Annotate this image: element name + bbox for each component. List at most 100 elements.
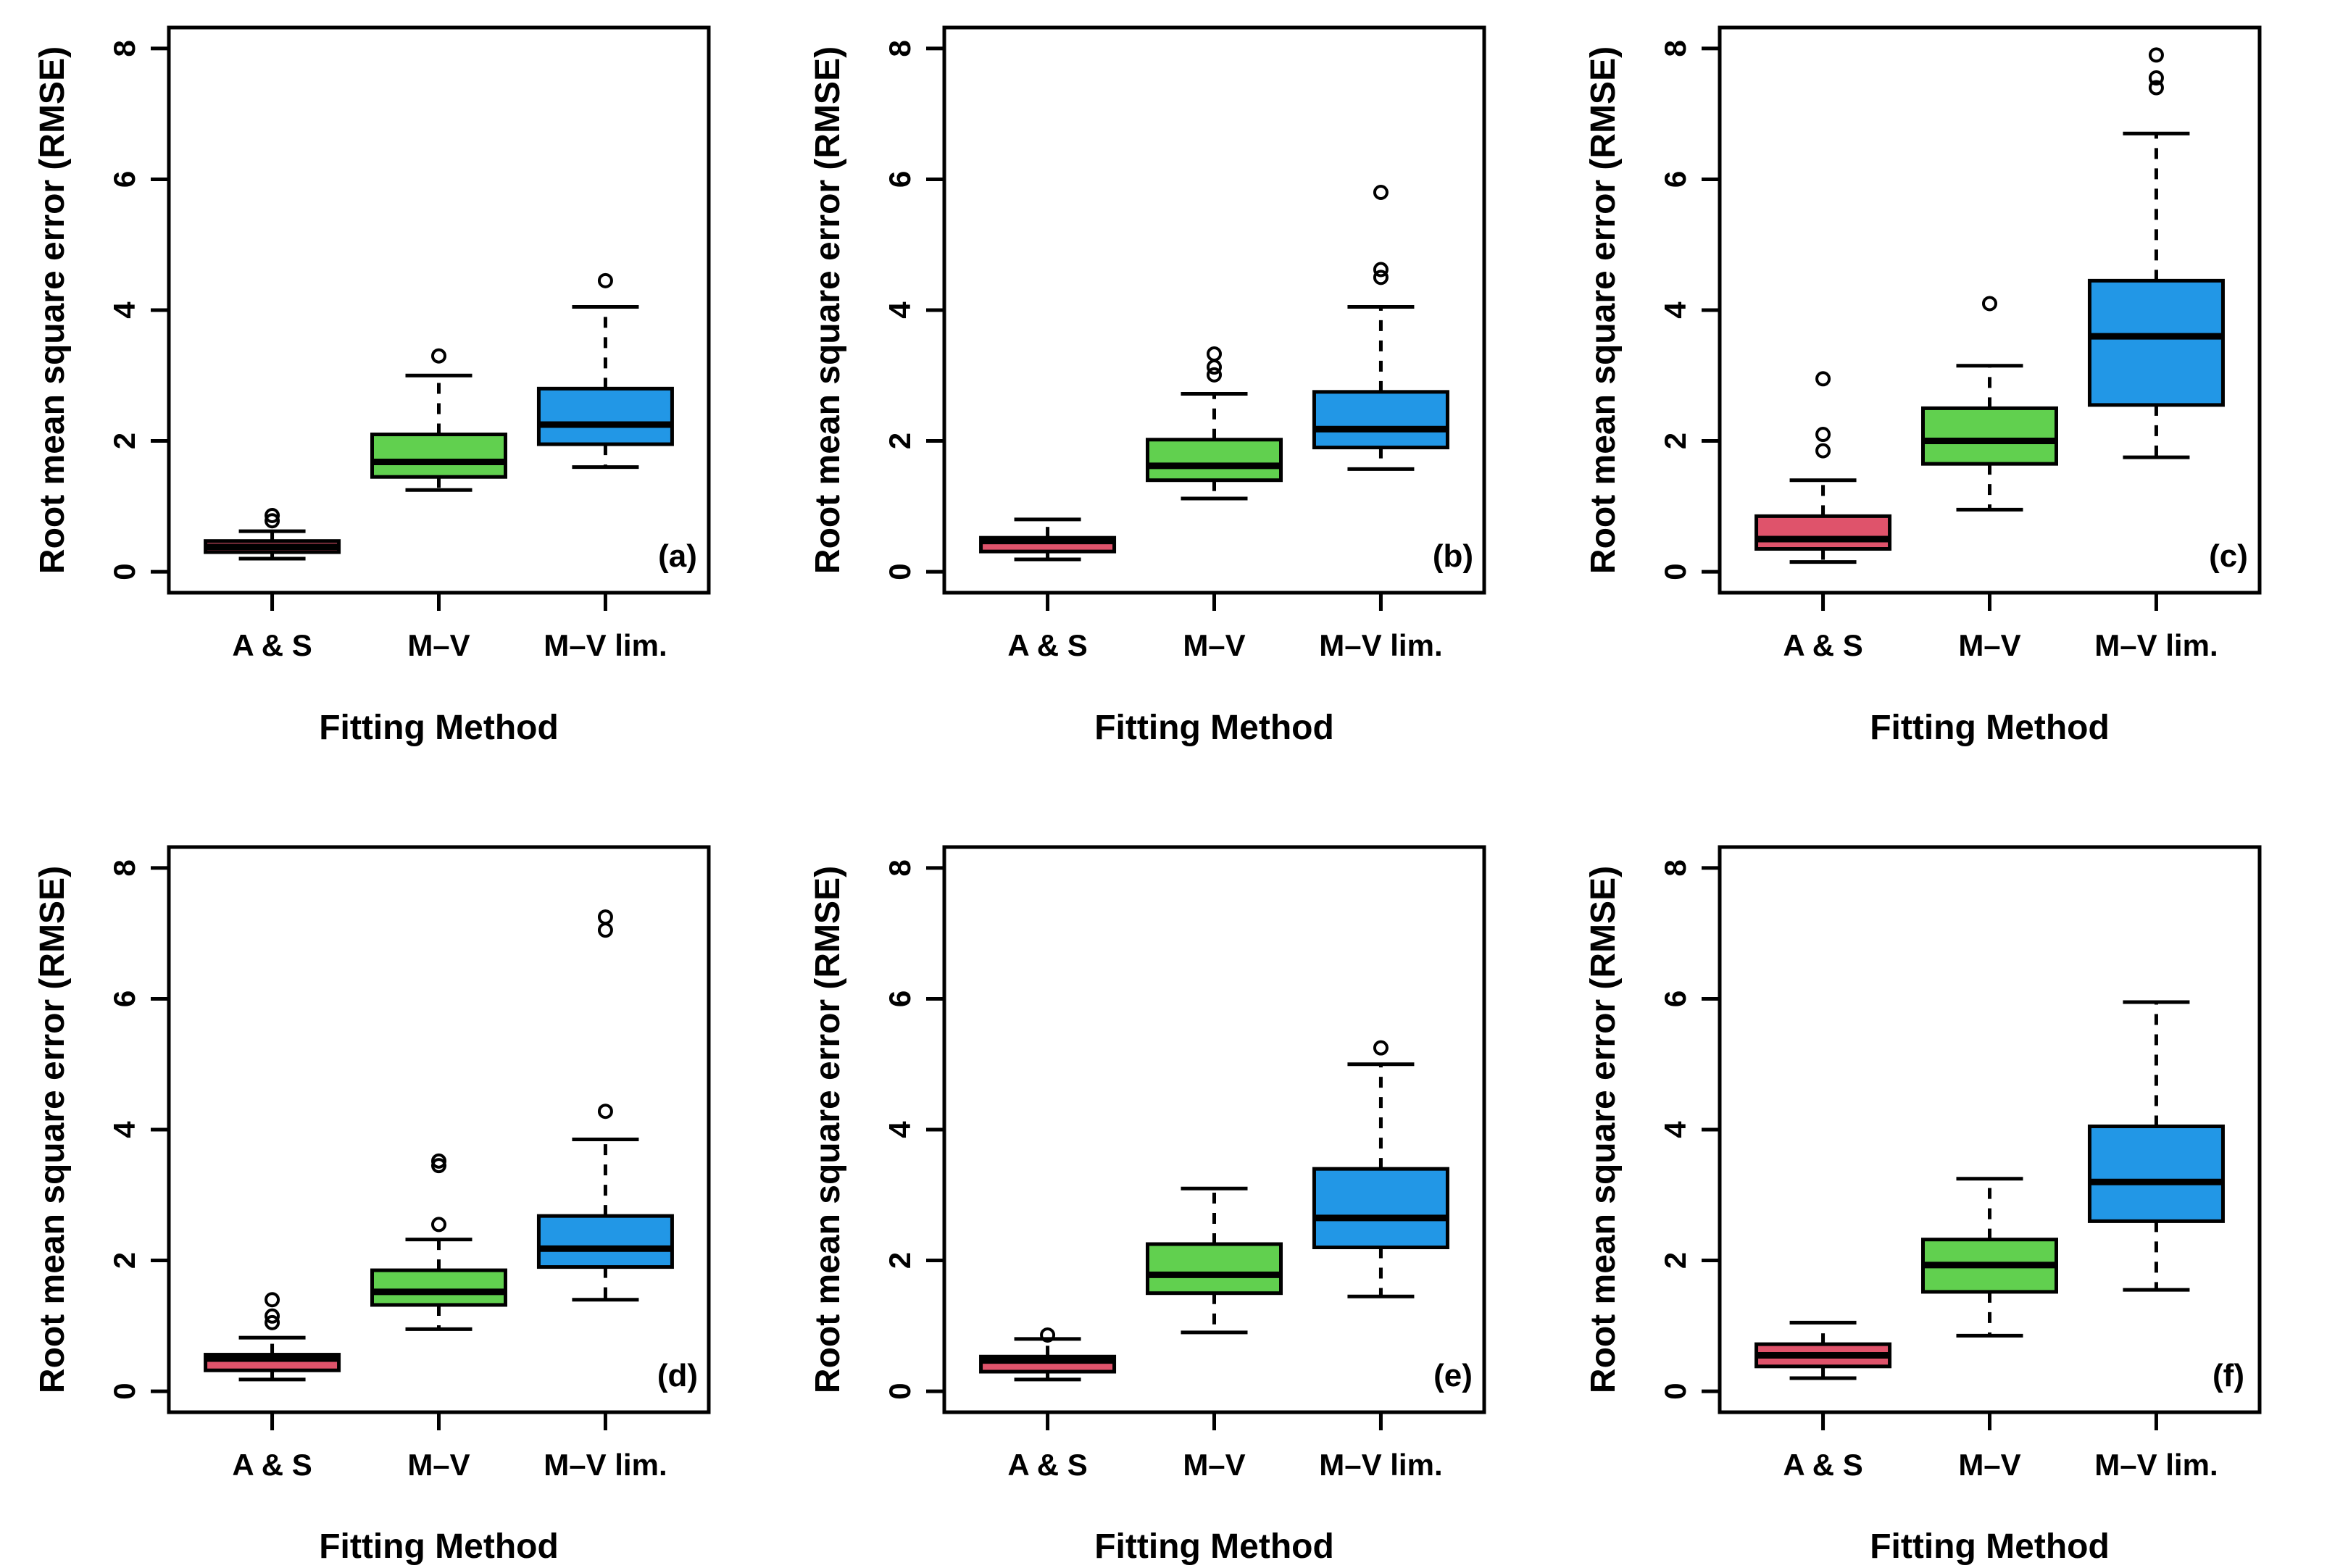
outlier-point: [1040, 1327, 1056, 1343]
x-axis-title: Fitting Method: [1094, 709, 1334, 747]
boxplot-panel-a: 0 2 4 6 8 A & S M–V M–V lim. Root mean square er…: [0, 0, 775, 784]
outlier-point: [597, 909, 613, 925]
y-tick-label: 8: [1658, 859, 1692, 876]
category-label: A & S: [232, 628, 312, 662]
outlier-point: [2148, 80, 2164, 96]
y-tick-label: 2: [107, 433, 141, 449]
outlier-point: [597, 1104, 613, 1119]
outlier-point: [1373, 270, 1389, 285]
category-label: A & S: [1007, 628, 1087, 662]
box-group-1: [1754, 371, 1892, 564]
outlier-point: [2148, 47, 2164, 63]
box-group-2: [370, 348, 507, 492]
panel-svg: 0 2 4 6 8 A & S M–V M–V lim. Root mean square er…: [809, 25, 1486, 747]
plot-frame: [942, 25, 1486, 595]
x-axis-title: Fitting Method: [319, 1527, 559, 1566]
panel-letter: (e): [1433, 1358, 1473, 1393]
category-label: A & S: [232, 1448, 312, 1482]
panel-letter: (d): [657, 1358, 698, 1393]
panel-svg: 0 2 4 6 8 A & S M–V M–V lim. Root mean square er…: [33, 845, 711, 1566]
plot-frame: [167, 25, 711, 595]
category-label: M–V: [1958, 628, 2020, 662]
y-tick-label: 8: [107, 40, 141, 57]
boxplot-panel-b: 0 2 4 6 8 A & S M–V M–V lim. Root mean square er…: [775, 0, 1551, 784]
iqr-box: [1312, 390, 1449, 450]
panel-letter: (c): [2209, 538, 2248, 574]
category-label: M–V lim.: [2094, 1448, 2218, 1482]
outlier-point: [1373, 262, 1389, 278]
iqr-box: [536, 1214, 674, 1269]
boxplot-panel-c: 0 2 4 6 8 A & S M–V M–V lim. Root mean square er…: [1551, 0, 2327, 784]
panel-svg: 0 2 4 6 8 A & S M–V M–V lim. Root mean square er…: [1584, 25, 2262, 747]
y-tick-label: 2: [883, 1252, 917, 1269]
outlier-point: [597, 272, 613, 288]
panel-svg: 0 2 4 6 8 A & S M–V M–V lim. Root mean square er…: [1584, 845, 2262, 1566]
outlier-point: [2148, 70, 2164, 86]
outlier-point: [431, 1217, 446, 1233]
outlier-point: [265, 507, 280, 523]
y-tick-label: 8: [883, 40, 917, 57]
box-group-1: [204, 1292, 341, 1382]
box-group-1: [1754, 1320, 1892, 1380]
y-axis-title: Root mean square error (RMSE): [1584, 46, 1623, 574]
category-label: M–V lim.: [544, 628, 667, 662]
boxplot-panel-d: 0 2 4 6 8 A & S M–V M–V lim. Root mean square er…: [0, 784, 775, 1568]
box-group-1: [204, 507, 341, 561]
panel-svg: 0 2 4 6 8 A & S M–V M–V lim. Root mean square er…: [33, 25, 711, 747]
y-tick-label: 4: [883, 1121, 917, 1138]
y-tick-label: 4: [1658, 301, 1692, 319]
x-axis-title: Fitting Method: [1870, 709, 2110, 747]
y-tick-label: 0: [107, 563, 141, 580]
y-tick-label: 8: [883, 859, 917, 876]
y-tick-label: 4: [107, 1121, 141, 1138]
iqr-box: [2087, 278, 2225, 407]
y-tick-label: 0: [1658, 563, 1692, 580]
iqr-box: [1921, 406, 2058, 466]
y-axis-title: Root mean square error (RMSE): [33, 46, 72, 574]
category-label: A & S: [1783, 1448, 1862, 1482]
iqr-box: [370, 433, 507, 479]
y-tick-label: 2: [883, 433, 917, 449]
category-label: M–V lim.: [1319, 1448, 1442, 1482]
category-label: M–V lim.: [1319, 628, 1442, 662]
iqr-box: [536, 386, 674, 446]
box-group-1: [979, 1327, 1117, 1382]
iqr-box: [370, 1268, 507, 1307]
y-axis-title: Root mean square error (RMSE): [1584, 866, 1623, 1393]
y-tick-label: 0: [883, 1383, 917, 1399]
y-tick-label: 4: [1658, 1121, 1692, 1138]
y-axis-title: Root mean square error (RMSE): [33, 866, 72, 1393]
outlier-point: [1373, 185, 1389, 200]
iqr-box: [1312, 1167, 1449, 1250]
x-axis-title: Fitting Method: [1870, 1527, 2110, 1566]
panel-letter: (a): [658, 538, 697, 574]
iqr-box: [1146, 1242, 1283, 1296]
plot-frame: [1718, 25, 2262, 595]
plot-frame: [167, 845, 711, 1414]
y-tick-label: 8: [107, 859, 141, 876]
category-label: M–V: [407, 1448, 470, 1482]
outlier-point: [265, 1314, 280, 1330]
y-tick-label: 6: [883, 171, 917, 188]
y-axis-title: Root mean square error (RMSE): [809, 46, 847, 574]
outlier-point: [265, 1292, 280, 1308]
boxplot-panel-f: 0 2 4 6 8 A & S M–V M–V lim. Root mean square er…: [1551, 784, 2327, 1568]
y-tick-label: 6: [107, 991, 141, 1007]
panel-svg: 0 2 4 6 8 A & S M–V M–V lim. Root mean square er…: [809, 845, 1486, 1566]
iqr-box: [1146, 438, 1283, 483]
y-tick-label: 6: [1658, 171, 1692, 188]
plot-frame: [942, 845, 1486, 1414]
y-tick-label: 0: [883, 563, 917, 580]
outlier-point: [1207, 346, 1222, 362]
outlier-point: [1815, 443, 1831, 459]
category-label: M–V: [1183, 1448, 1245, 1482]
panel-letter: (b): [1433, 538, 1473, 574]
x-axis-title: Fitting Method: [319, 709, 559, 747]
box-group-1: [979, 517, 1117, 562]
y-tick-label: 6: [1658, 991, 1692, 1007]
y-tick-label: 4: [107, 301, 141, 319]
outlier-point: [1815, 371, 1831, 387]
y-tick-label: 6: [883, 991, 917, 1007]
box-group-2: [370, 1153, 507, 1331]
